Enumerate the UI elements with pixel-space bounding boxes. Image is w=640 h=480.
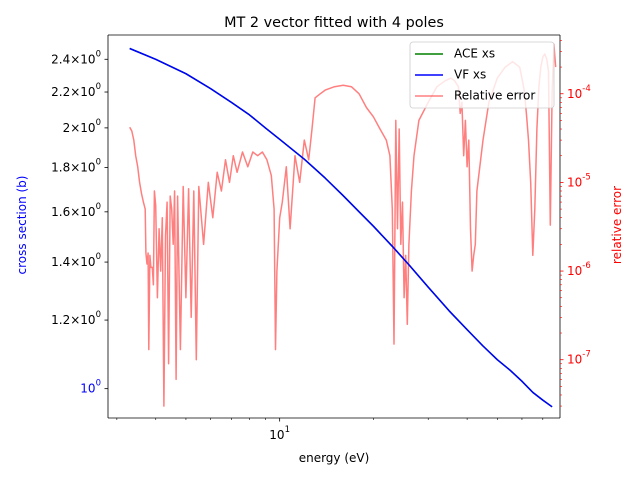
y2-tick-label: 10-6 — [567, 261, 591, 278]
y-tick-label: 2×100 — [63, 117, 101, 134]
y-axis-label: cross section (b) — [15, 176, 29, 275]
y-tick-label: 2.4×100 — [51, 49, 101, 66]
legend-label: VF xs — [454, 68, 486, 82]
y2-tick-label: 10-5 — [567, 172, 591, 189]
axes-layer: 101 100 1.2×100 1.4×100 1.6×100 1.8×100 2×100 2… — [51, 34, 591, 442]
chart-title: MT 2 vector fitted with 4 poles — [224, 15, 444, 31]
y-tick-label: 1.6×100 — [51, 201, 101, 218]
y2-tick-label: 10-4 — [567, 83, 591, 100]
series-line-relative-error — [129, 43, 557, 407]
plot-area — [129, 43, 557, 408]
y2-axis-label: relative error — [610, 186, 624, 264]
legend-label: Relative error — [454, 89, 535, 103]
x-axis-label: energy (eV) — [299, 451, 370, 465]
legend-label: ACE xs — [454, 47, 495, 61]
legend: ACE xs VF xs Relative error — [409, 41, 555, 109]
y2-tick-label: 10-7 — [567, 349, 591, 366]
series-line-vf-xs — [129, 47, 553, 408]
y-tick-label: 1.8×100 — [51, 157, 101, 174]
y-tick-label: 100 — [80, 378, 101, 395]
legend-box — [409, 41, 555, 109]
y-tick-label: 1.2×100 — [51, 310, 101, 327]
y-tick-label: 1.4×100 — [51, 252, 101, 269]
y-tick-label: 2.2×100 — [51, 82, 101, 99]
x-tick-label: 101 — [269, 425, 290, 442]
